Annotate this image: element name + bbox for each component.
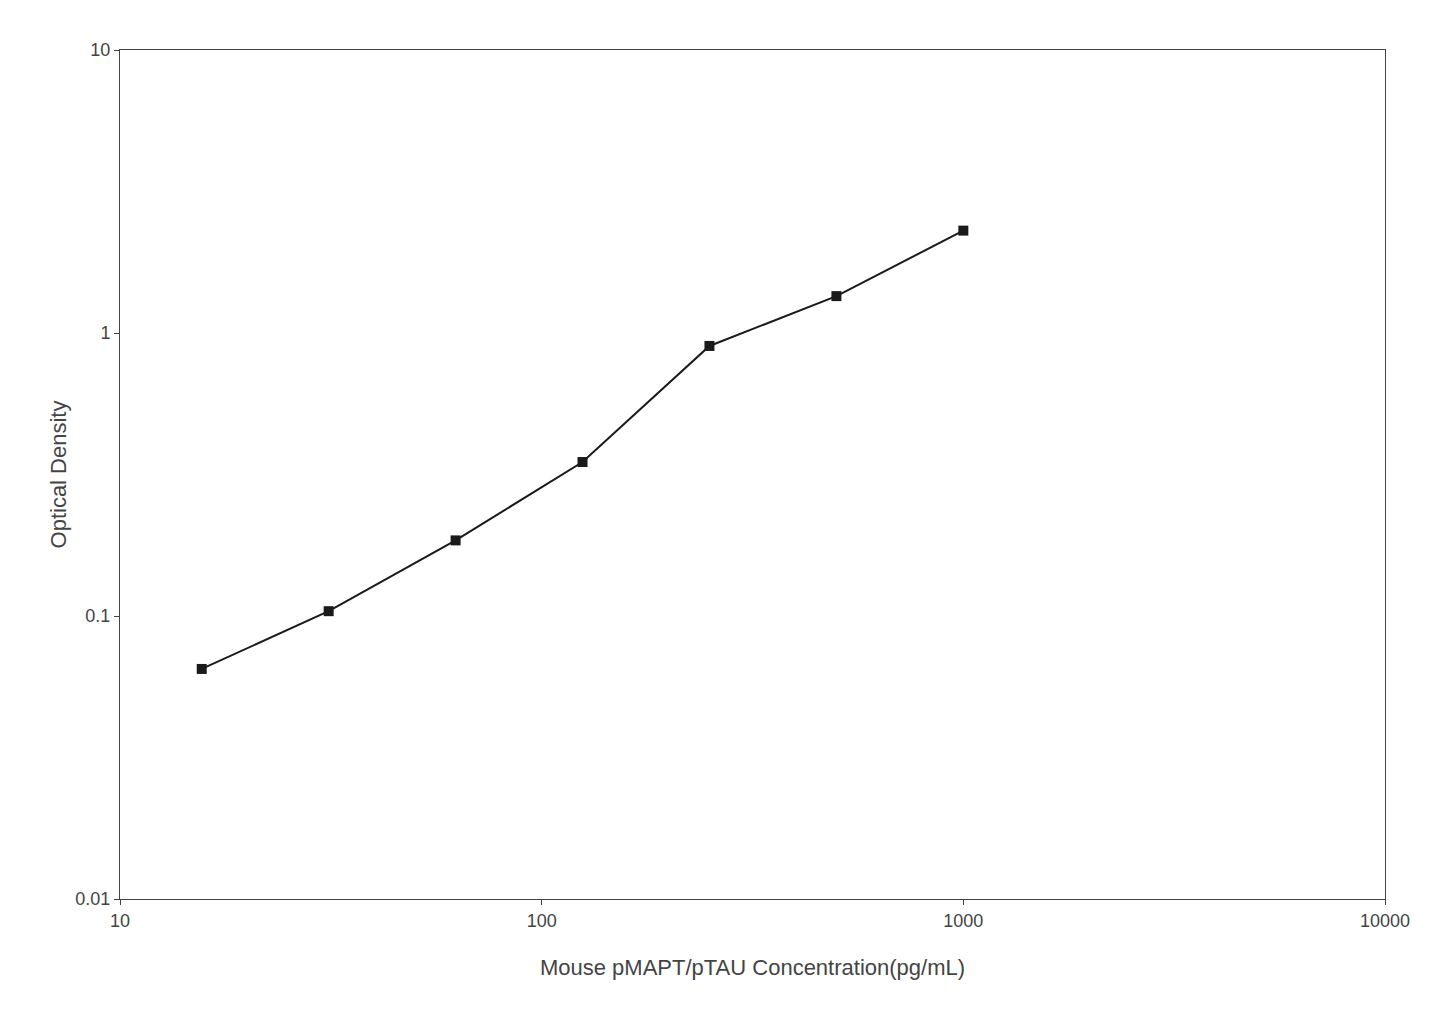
svg-text:1000: 1000 bbox=[943, 911, 983, 931]
svg-text:1: 1 bbox=[100, 323, 110, 343]
svg-text:0.1: 0.1 bbox=[85, 606, 110, 626]
svg-text:Optical Density: Optical Density bbox=[46, 401, 71, 549]
svg-text:0.01: 0.01 bbox=[75, 889, 110, 909]
svg-text:Mouse pMAPT/pTAU Concentration: Mouse pMAPT/pTAU Concentration(pg/mL) bbox=[540, 955, 965, 980]
svg-text:100: 100 bbox=[527, 911, 557, 931]
svg-text:10000: 10000 bbox=[1360, 911, 1410, 931]
svg-text:10: 10 bbox=[90, 40, 110, 60]
svg-text:10: 10 bbox=[110, 911, 130, 931]
